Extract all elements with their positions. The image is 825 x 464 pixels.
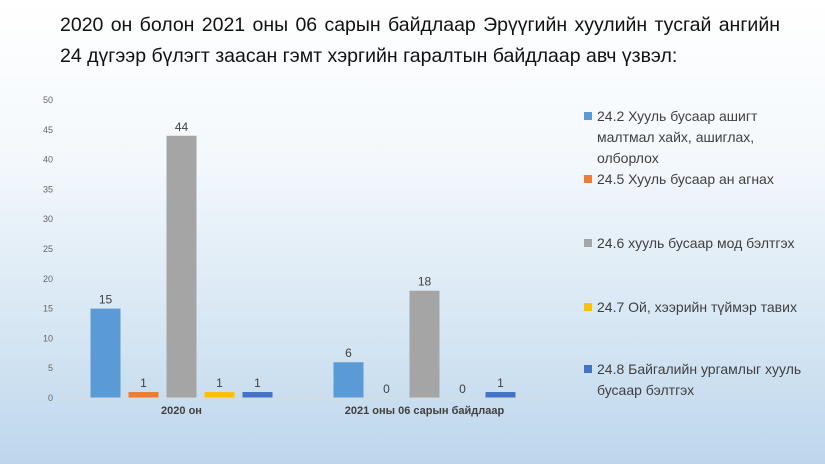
data-label: 1 — [216, 376, 223, 390]
legend-item: 24.5 Хууль бусаар ан агнах — [582, 169, 818, 233]
legend-label: 24.8 Байгалийн ургамлыг хууль бусаар бэл… — [597, 361, 802, 398]
y-tick-label: 15 — [43, 304, 53, 314]
bar — [409, 290, 440, 398]
bar — [90, 308, 121, 398]
bar — [204, 392, 235, 398]
data-label: 0 — [383, 382, 390, 396]
legend-item: 24.8 Байгалийн ургамлыг хууль бусаар бэл… — [582, 359, 818, 401]
legend-swatch — [584, 112, 592, 120]
bar — [128, 392, 159, 398]
y-tick-label: 40 — [43, 155, 53, 165]
y-tick-label: 25 — [43, 244, 53, 254]
y-tick-label: 5 — [48, 363, 53, 373]
y-tick-label: 35 — [43, 184, 53, 194]
legend-label: 24.2 Хууль бусаар ашигт малтмал хайх, аш… — [597, 108, 758, 166]
y-tick-label: 20 — [43, 274, 53, 284]
x-category-label: 2021 оны 06 сарын байдлаар — [345, 405, 505, 417]
legend-item: 24.2 Хууль бусаар ашигт малтмал хайх, аш… — [582, 106, 818, 169]
bars — [90, 135, 516, 398]
data-label: 44 — [175, 120, 189, 134]
legend-swatch — [584, 239, 592, 247]
bar — [485, 392, 516, 398]
data-labels: 15 1 44 1 1 6 0 18 0 1 — [99, 120, 504, 396]
y-tick-label: 0 — [48, 393, 53, 403]
legend: 24.2 Хууль бусаар ашигт малтмал хайх, аш… — [582, 106, 818, 401]
data-label: 6 — [345, 346, 352, 360]
chart-title: 2020 он болон 2021 оны 06 сарын байдлаар… — [60, 14, 780, 67]
legend-item: 24.7 Ой, хээрийн түймэр тавих — [582, 297, 818, 359]
y-axis: 0 5 10 15 20 25 30 35 40 45 50 — [43, 95, 53, 403]
bar — [242, 392, 273, 398]
data-label: 1 — [254, 376, 261, 390]
legend-item: 24.6 хууль бусаар мод бэлтгэх — [582, 233, 818, 297]
x-axis: 2020 он 2021 оны 06 сарын байдлаар — [60, 397, 546, 417]
data-label: 18 — [418, 275, 432, 289]
y-tick-label: 30 — [43, 214, 53, 224]
legend-label: 24.6 хууль бусаар мод бэлтгэх — [597, 235, 795, 251]
legend-label: 24.7 Ой, хээрийн түймэр тавих — [597, 299, 797, 315]
legend-swatch — [584, 175, 592, 183]
y-tick-label: 10 — [43, 333, 53, 343]
y-tick-label: 50 — [43, 95, 53, 105]
x-category-label: 2020 он — [161, 405, 202, 417]
bar — [333, 362, 364, 398]
data-label: 1 — [497, 376, 504, 390]
legend-swatch — [584, 303, 592, 311]
legend-label: 24.5 Хууль бусаар ан агнах — [597, 171, 774, 187]
y-tick-label: 45 — [43, 125, 53, 135]
data-label: 15 — [99, 293, 113, 307]
data-label: 1 — [140, 376, 147, 390]
bar — [166, 135, 197, 398]
data-label: 0 — [459, 382, 466, 396]
legend-swatch — [584, 365, 592, 373]
